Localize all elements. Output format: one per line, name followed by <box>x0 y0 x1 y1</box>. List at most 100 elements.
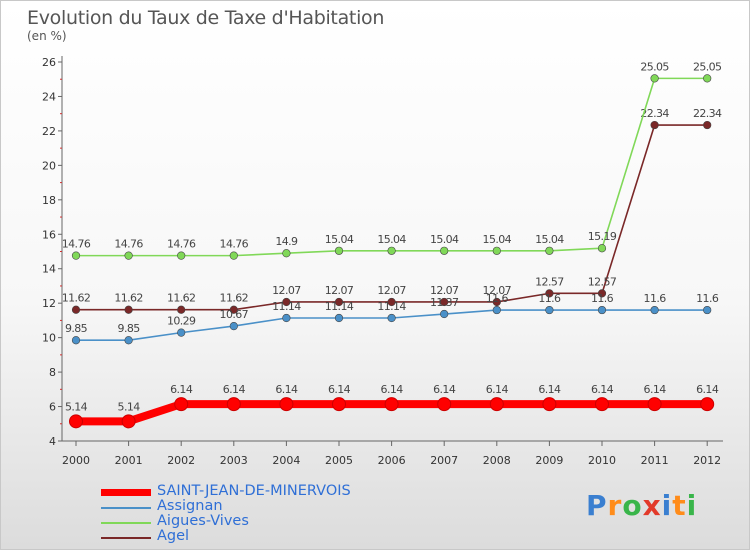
data-point-saint-jean-de-minervois <box>489 397 504 412</box>
data-label-saint-jean-de-minervois: 5.14 <box>118 400 141 413</box>
data-label-aigues-vives: 15.04 <box>377 233 406 246</box>
data-point-aigues-vives <box>387 246 396 255</box>
legend-label-saint-jean-de-minervois: SAINT-JEAN-DE-MINERVOIS <box>157 483 351 499</box>
data-label-saint-jean-de-minervois: 6.14 <box>275 383 298 396</box>
data-label-agel: 12.07 <box>325 284 354 297</box>
data-label-assignan: 11.6 <box>696 292 719 305</box>
y-tick-label: 20 <box>42 159 56 172</box>
y-tick-label: 12 <box>42 297 56 310</box>
data-label-saint-jean-de-minervois: 6.14 <box>433 383 456 396</box>
data-label-saint-jean-de-minervois: 6.14 <box>538 383 561 396</box>
x-tick-label: 2012 <box>693 454 721 467</box>
x-tick-label: 2001 <box>115 454 143 467</box>
data-label-saint-jean-de-minervois: 6.14 <box>223 383 246 396</box>
data-point-agel <box>124 305 133 314</box>
data-label-agel: 11.62 <box>114 292 143 305</box>
data-point-assignan <box>177 328 186 337</box>
data-label-assignan: 11.6 <box>538 292 561 305</box>
data-point-aigues-vives <box>492 246 501 255</box>
data-point-agel <box>545 289 554 298</box>
x-tick-label: 2003 <box>220 454 248 467</box>
logo-letter: i <box>661 489 673 522</box>
data-label-saint-jean-de-minervois: 6.14 <box>381 383 404 396</box>
data-label-assignan: 9.85 <box>118 322 141 335</box>
data-point-agel <box>282 297 291 307</box>
data-point-assignan <box>703 305 712 315</box>
data-point-saint-jean-de-minervois <box>69 414 83 429</box>
data-point-aigues-vives <box>177 251 186 260</box>
data-point-saint-jean-de-minervois <box>595 397 609 412</box>
data-label-agel: 12.07 <box>430 284 459 297</box>
data-point-agel <box>492 297 501 307</box>
data-point-saint-jean-de-minervois <box>226 397 241 412</box>
data-point-assignan <box>334 313 344 323</box>
data-label-assignan: 11.6 <box>486 292 509 305</box>
chart-title: Evolution du Taux de Taxe d'Habitation <box>27 7 385 29</box>
data-label-aigues-vives: 14.76 <box>167 238 196 251</box>
y-tick-label: 26 <box>42 56 56 69</box>
data-label-aigues-vives: 15.19 <box>588 230 617 243</box>
data-label-agel: 22.34 <box>640 107 669 120</box>
data-point-aigues-vives <box>334 246 344 255</box>
x-tick-label: 2010 <box>588 454 616 467</box>
data-label-agel: 11.62 <box>167 292 196 305</box>
data-label-saint-jean-de-minervois: 5.14 <box>65 400 88 413</box>
logo-letter: o <box>622 489 643 522</box>
data-point-aigues-vives <box>597 244 607 253</box>
x-tick-label: 2009 <box>535 454 563 467</box>
chart-subtitle: (en %) <box>27 29 67 43</box>
legend-swatch-agel <box>101 537 151 539</box>
data-point-agel <box>597 289 607 298</box>
data-point-aigues-vives <box>229 251 238 260</box>
data-point-assignan <box>387 313 396 323</box>
data-label-assignan: 11.14 <box>325 300 354 313</box>
data-label-assignan: 10.67 <box>220 308 249 321</box>
data-label-assignan: 9.85 <box>65 322 88 335</box>
y-tick-label: 18 <box>42 194 56 207</box>
data-label-aigues-vives: 25.05 <box>640 60 669 73</box>
data-label-aigues-vives: 15.04 <box>483 233 512 246</box>
data-point-aigues-vives <box>545 246 554 255</box>
data-label-agel: 22.34 <box>693 107 722 120</box>
data-label-aigues-vives: 14.9 <box>275 235 298 248</box>
y-tick-label: 16 <box>42 228 56 241</box>
data-point-assignan <box>124 336 133 345</box>
y-tick-label: 24 <box>42 90 56 103</box>
data-point-aigues-vives <box>282 249 291 258</box>
data-point-agel <box>650 120 659 130</box>
data-point-aigues-vives <box>703 74 712 83</box>
data-label-saint-jean-de-minervois: 6.14 <box>696 383 719 396</box>
data-point-assignan <box>492 305 501 315</box>
data-point-assignan <box>597 305 607 315</box>
data-point-aigues-vives <box>650 74 659 83</box>
data-label-agel: 11.62 <box>62 292 91 305</box>
data-point-agel <box>334 297 344 307</box>
data-point-saint-jean-de-minervois <box>700 397 715 412</box>
data-label-agel: 12.07 <box>377 284 406 297</box>
legend-label-aigues-vives: Aigues-Vives <box>157 513 249 529</box>
series-line-aigues-vives <box>75 77 709 257</box>
data-point-saint-jean-de-minervois <box>542 397 557 412</box>
logo-letter: r <box>607 489 623 522</box>
x-tick-label: 2005 <box>325 454 353 467</box>
data-point-aigues-vives <box>440 246 449 255</box>
data-label-saint-jean-de-minervois: 6.14 <box>591 383 614 396</box>
proxiti-logo: Proxiti <box>586 489 697 522</box>
data-label-agel: 11.62 <box>220 292 249 305</box>
data-label-assignan: 11.14 <box>272 300 301 313</box>
data-label-saint-jean-de-minervois: 6.14 <box>644 383 667 396</box>
data-label-aigues-vives: 25.05 <box>693 60 722 73</box>
x-tick-label: 2006 <box>378 454 406 467</box>
data-point-assignan <box>282 313 291 323</box>
data-label-assignan: 11.6 <box>644 292 667 305</box>
data-point-assignan <box>71 336 81 345</box>
y-tick-label: 6 <box>49 401 56 414</box>
data-point-aigues-vives <box>124 251 133 260</box>
y-tick-label: 14 <box>42 263 56 276</box>
legend-label-agel: Agel <box>157 528 190 544</box>
legend-label-assignan: Assignan <box>157 498 223 514</box>
data-label-saint-jean-de-minervois: 6.14 <box>328 383 351 396</box>
data-label-aigues-vives: 14.76 <box>114 238 143 251</box>
